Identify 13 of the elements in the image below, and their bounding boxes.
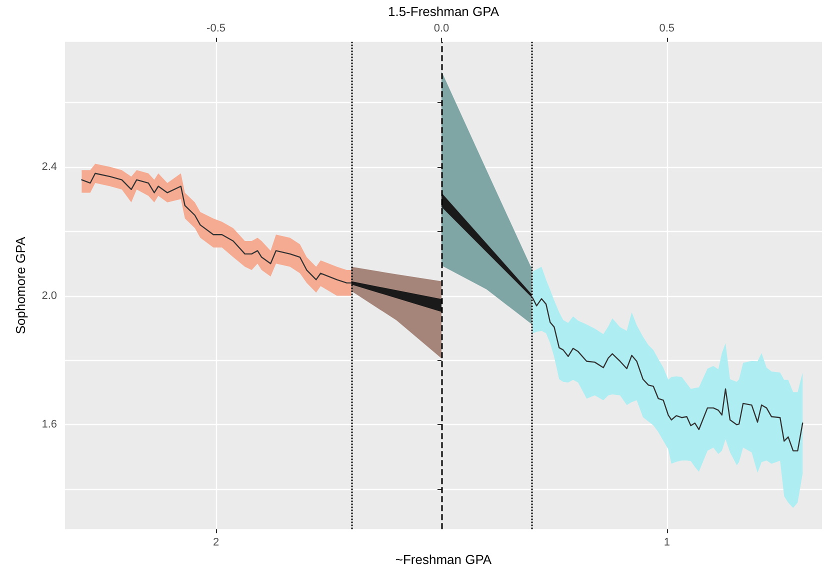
line-series	[532, 297, 804, 452]
x-axis-title: ~Freshman GPA	[395, 552, 492, 567]
x2-tick-label: -0.5	[206, 22, 226, 34]
x2-tick-label: 0.0	[434, 22, 450, 34]
x2-axis-title: 1.5-Freshman GPA	[388, 4, 500, 19]
x2-tick-label: 0.5	[659, 22, 675, 34]
y-tick-label: 1.6	[42, 418, 57, 431]
y-tick-label: 2.0	[42, 290, 57, 302]
y-tick-label: 2.4	[42, 160, 57, 173]
y-axis-title: Sophomore GPA	[13, 236, 28, 334]
line-series	[81, 172, 352, 284]
x-tick-label: 1	[664, 536, 670, 549]
x-tick-label: 2	[212, 536, 220, 549]
